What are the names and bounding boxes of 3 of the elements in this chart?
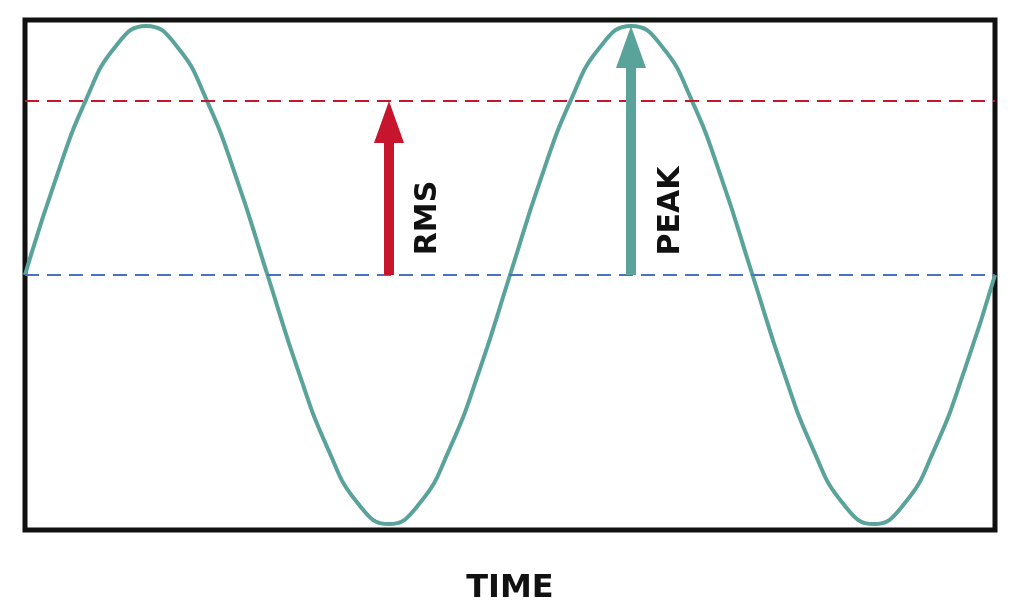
annotation: PEAK bbox=[651, 166, 687, 255]
annotation: RMS bbox=[408, 180, 444, 255]
x-axis-title: TIME bbox=[466, 567, 554, 605]
